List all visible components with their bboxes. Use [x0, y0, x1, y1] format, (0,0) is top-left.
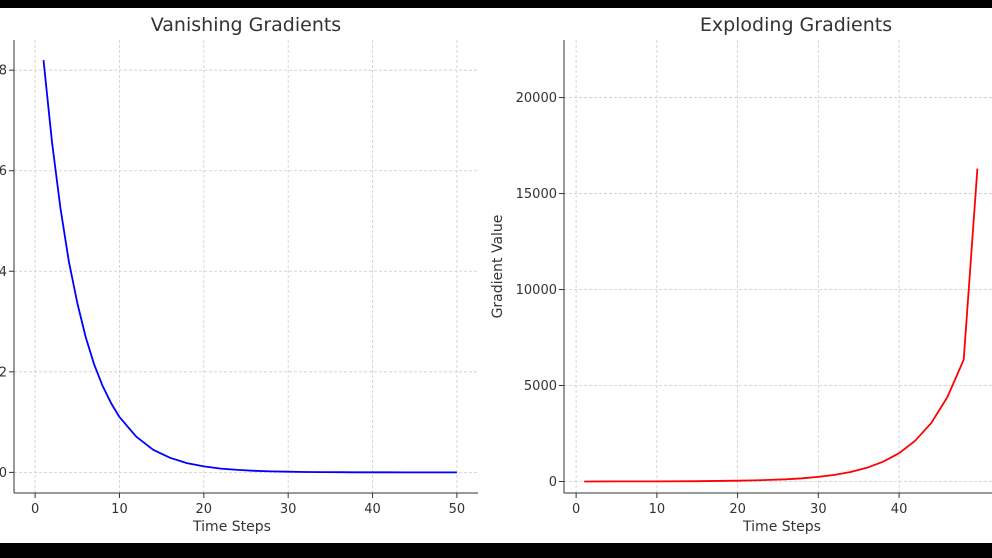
vanishing-y-tick-label: 4 [0, 265, 7, 280]
vanishing-x-axis-label: Time Steps [192, 519, 271, 535]
exploding-y-tick-label: 10000 [516, 283, 557, 298]
exploding-y-tick-label: 15000 [516, 187, 557, 202]
vanishing-y-tick-label: 6 [0, 164, 7, 179]
vanishing-y-tick-label: 2 [0, 365, 7, 380]
vanishing-series-line [42, 60, 457, 474]
vanishing-chart-title: Vanishing Gradients [151, 14, 341, 36]
vanishing-x-tick-label: 0 [31, 502, 39, 517]
exploding-series-line [584, 168, 979, 483]
exploding-x-tick-label: 0 [572, 502, 580, 517]
exploding-y-tick-label: 5000 [524, 379, 557, 394]
exploding-y-axis-label: Gradient Value [490, 215, 506, 319]
vanishing-y-tick-label: 8 [0, 64, 7, 79]
exploding-y-tick-label: 20000 [516, 91, 557, 106]
exploding-x-tick-label: 20 [729, 502, 746, 517]
vanishing-x-tick-label: 20 [196, 502, 213, 517]
exploding-y-tick-label: 0 [549, 475, 557, 490]
exploding-chart-title: Exploding Gradients [700, 14, 892, 36]
exploding-x-axis-label: Time Steps [742, 519, 821, 535]
vanishing-x-tick-label: 30 [280, 502, 297, 517]
vanishing-x-tick-label: 50 [449, 502, 466, 517]
vanishing-x-tick-label: 40 [364, 502, 381, 517]
exploding-x-tick-label: 10 [649, 502, 666, 517]
vanishing-x-tick-label: 10 [111, 502, 128, 517]
figure-canvas: Vanishing Gradients 0 10 20 30 40 50 0 2 4 6 8 Time … [0, 8, 992, 543]
exploding-x-tick-label: 40 [891, 502, 908, 517]
figure-svg: Vanishing Gradients 0 10 20 30 40 50 0 2 4 6 8 Time … [0, 14, 992, 535]
vanishing-y-tick-label: 0 [0, 466, 7, 481]
exploding-x-tick-label: 30 [810, 502, 827, 517]
